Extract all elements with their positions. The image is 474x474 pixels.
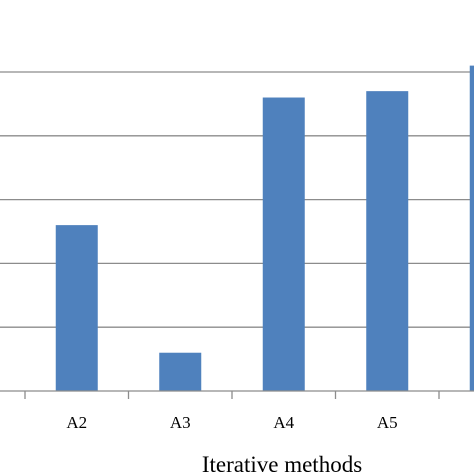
x-axis [0, 390, 474, 399]
x-tick-label: A4 [273, 413, 294, 432]
x-tick-labels: A2 A3 A4 A5 [66, 413, 397, 432]
bar-a4 [262, 97, 305, 392]
bar-series-4 [469, 65, 474, 392]
bar-a2 [55, 225, 98, 391]
x-tick-label: A2 [66, 413, 87, 432]
bar-a3 [159, 352, 202, 391]
bars [55, 65, 474, 392]
x-tick-label: A5 [377, 413, 398, 432]
x-tick-label: A3 [170, 413, 191, 432]
bar-a5 [366, 91, 409, 391]
x-axis-title: Iterative methods [202, 452, 362, 474]
